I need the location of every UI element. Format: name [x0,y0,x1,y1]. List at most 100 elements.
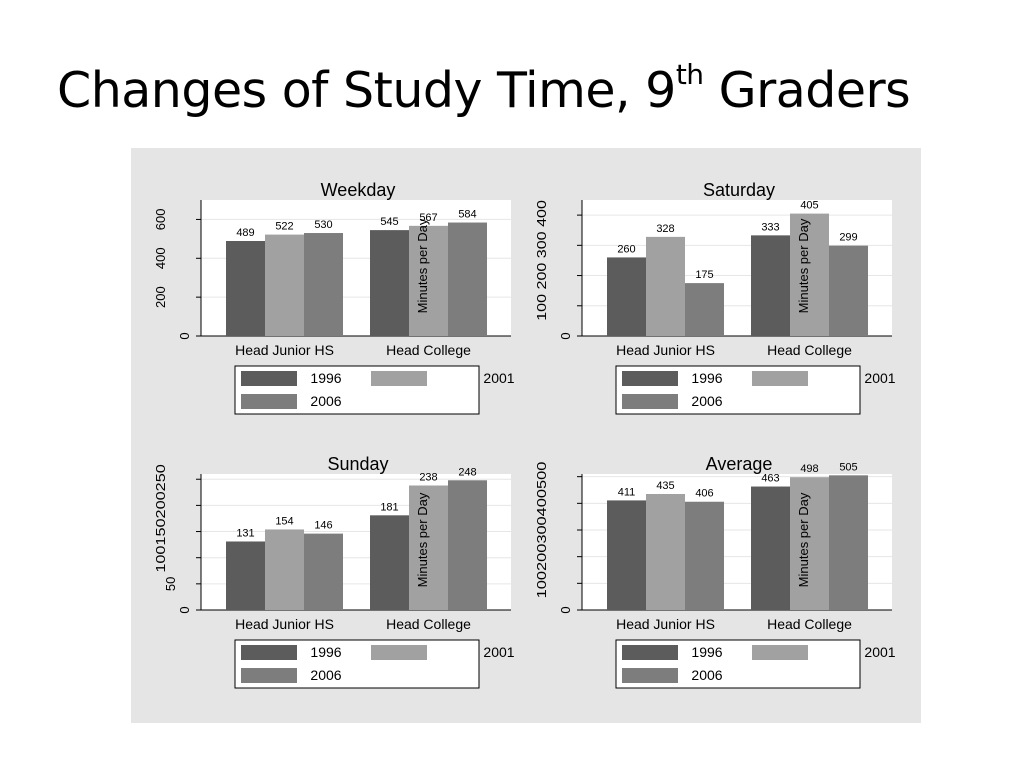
legend-label: 1996 [691,644,722,660]
x-tick-label: Head Junior HS [235,342,334,358]
bar-1996 [226,240,265,336]
x-tick-label: Head Junior HS [616,342,715,358]
legend-swatch-2001 [752,645,808,660]
chart-title: Sunday [327,454,388,474]
bar-value-label: 248 [458,466,476,478]
chart-area: Weekday 0 200 400 600 489 522 530 Head Junior HS… [131,148,921,723]
y-axis-title: Minutes per Day [796,492,811,587]
legend-label: 2006 [310,667,341,683]
bar-2001 [409,485,448,610]
bar-1996 [607,500,646,610]
bar-value-label: 406 [695,488,713,500]
legend-swatch-2006 [622,394,678,409]
legend-label: 1996 [691,370,722,386]
y-axis-title: Minutes per Day [796,218,811,313]
bar-2006 [304,233,343,336]
bar-2006 [829,245,868,336]
legend-label: 1996 [310,370,341,386]
y-tick-label: 0 [558,332,573,339]
y-tick-label: 0 [177,332,192,339]
legend-swatch-2006 [622,668,678,683]
legend-swatch-2006 [241,668,297,683]
legend-swatch-2001 [371,645,427,660]
legend-label: 2006 [310,393,341,409]
bar-1996 [607,257,646,336]
legend-label: 2006 [691,393,722,409]
legend-swatch-1996 [241,371,297,386]
bar-value-label: 238 [419,472,437,484]
bar-value-label: 530 [314,219,332,231]
bar-value-label: 411 [618,486,636,498]
legend-label: 2001 [864,644,895,660]
bar-2001 [409,225,448,336]
legend-label: 2001 [483,644,514,660]
bar-value-label: 154 [275,515,293,527]
legend-label: 1996 [310,644,341,660]
bar-1996 [370,230,409,336]
bar-value-label: 131 [236,527,254,539]
bar-value-label: 260 [617,243,635,255]
bar-2006 [685,283,724,336]
y-tick-label: 50 [163,577,178,591]
bar-value-label: 498 [800,463,818,475]
bar-1996 [370,515,409,610]
bar-value-label: 333 [761,221,779,233]
bar-1996 [751,486,790,610]
bar-value-label: 146 [314,520,332,532]
slide-title-superscript: th [675,58,704,91]
bar-value-label: 584 [458,209,476,221]
y-tick-label: 100 200 300 400 [535,200,549,321]
chart-panel-saturday: Saturday 0 100 200 300 400 260 328 175 Head Ju… [535,180,896,415]
chart-panel-sunday: Sunday 0 50 100150200250 131 154 146 Head Junio… [154,454,515,689]
bar-value-label: 435 [656,480,674,492]
legend-swatch-1996 [622,645,678,660]
slide-title-main: Changes of Study Time, 9 [57,62,676,119]
legend-label: 2001 [483,370,514,386]
bar-value-label: 181 [380,501,398,513]
bar-value-label: 567 [419,212,437,224]
x-tick-label: Head College [767,616,852,632]
bar-2006 [829,475,868,610]
y-tick-label: 200 [153,286,168,308]
x-tick-label: Head College [386,342,471,358]
y-tick-label: 100200300400500 [535,462,549,599]
legend-label: 2001 [864,370,895,386]
bar-value-label: 505 [839,461,857,473]
chart-title: Weekday [321,180,396,200]
bar-value-label: 405 [800,200,818,212]
chart-panel-weekday: Weekday 0 200 400 600 489 522 530 Head Junior HS… [153,180,515,415]
bar-2001 [265,529,304,610]
bar-2001 [790,213,829,336]
bar-2001 [646,236,685,336]
y-tick-label: 100150200250 [154,464,168,573]
bar-value-label: 545 [380,216,398,228]
bar-value-label: 299 [839,232,857,244]
chart-panel-average: Average 0 100200300400500 411 435 406 Head Jun… [535,454,896,689]
bar-1996 [226,541,265,610]
bar-2006 [448,222,487,336]
y-axis-title: Minutes per Day [415,492,430,587]
bar-2001 [646,494,685,610]
bar-2001 [790,477,829,610]
legend-label: 2006 [691,667,722,683]
y-tick-label: 0 [558,606,573,613]
bar-2006 [685,501,724,610]
y-tick-label: 400 [153,247,168,269]
legend-swatch-1996 [622,371,678,386]
legend-swatch-2001 [371,371,427,386]
legend-swatch-2001 [752,371,808,386]
bar-value-label: 489 [236,227,254,239]
y-tick-label: 0 [177,606,192,613]
x-tick-label: Head College [386,616,471,632]
legend-swatch-1996 [241,645,297,660]
slide-title: Changes of Study Time, 9th Graders [57,61,911,120]
bar-1996 [751,235,790,336]
y-axis-title: Minutes per Day [415,218,430,313]
legend-swatch-2006 [241,394,297,409]
chart-title: Saturday [703,180,775,200]
x-tick-label: Head Junior HS [616,616,715,632]
y-tick-label: 600 [153,209,168,231]
x-tick-label: Head Junior HS [235,616,334,632]
bar-value-label: 175 [695,269,713,281]
bar-2006 [304,533,343,610]
